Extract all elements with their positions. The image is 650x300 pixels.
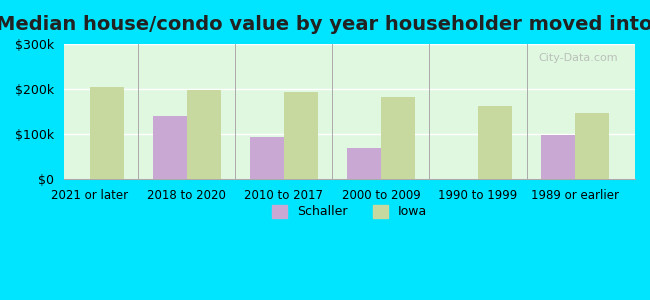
Title: Median house/condo value by year householder moved into unit: Median house/condo value by year househo… [0, 15, 650, 34]
Bar [90, 87, 124, 179]
Legend: Schaller, Iowa: Schaller, Iowa [266, 199, 433, 225]
Bar [250, 137, 284, 179]
Text: City-Data.com: City-Data.com [538, 53, 618, 63]
Bar [284, 92, 318, 179]
Bar [381, 97, 415, 179]
Bar [478, 106, 512, 179]
Bar [541, 135, 575, 179]
Bar [347, 148, 381, 179]
Bar [153, 116, 187, 179]
Bar [187, 90, 221, 179]
Bar [575, 112, 609, 179]
